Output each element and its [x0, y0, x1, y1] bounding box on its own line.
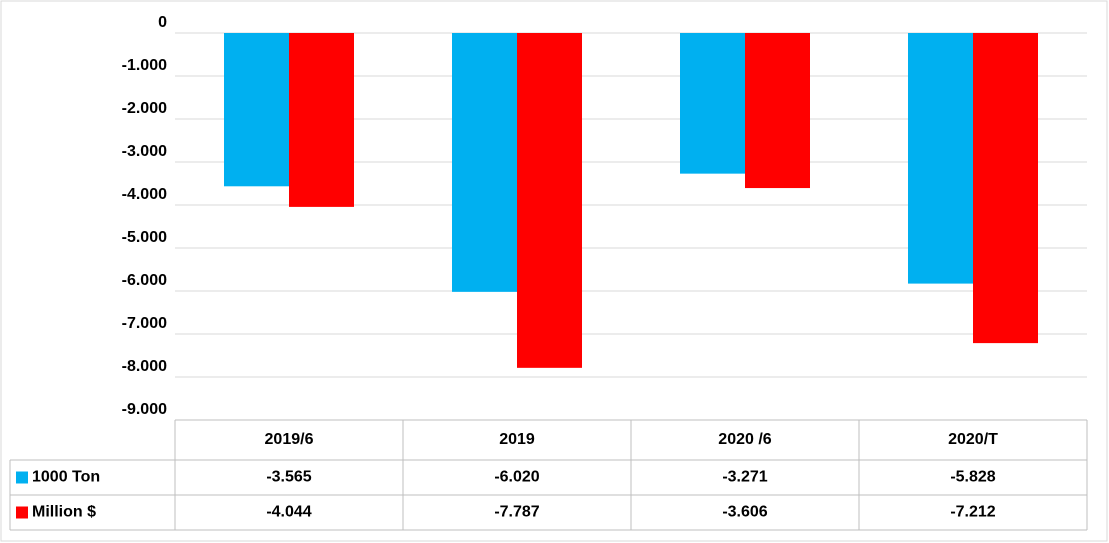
data-label: -7.212: [950, 504, 995, 521]
y-tick-label: -7.000: [122, 315, 167, 332]
data-label: -3.565: [266, 469, 311, 486]
y-tick-label: -8.000: [122, 358, 167, 375]
bar: [517, 33, 582, 368]
y-tick-label: -3.000: [122, 143, 167, 160]
y-tick-label: -4.000: [122, 186, 167, 203]
x-tick-label: 2019: [499, 431, 535, 448]
x-tick-label: 2020/T: [948, 431, 998, 448]
legend-swatch: [16, 471, 28, 484]
y-tick-label: -5.000: [122, 229, 167, 246]
y-tick-label: 0: [158, 14, 167, 31]
legend-swatch: [16, 506, 28, 519]
y-tick-label: -9.000: [122, 401, 167, 418]
x-tick-label: 2020 /6: [718, 431, 771, 448]
data-label: -5.828: [950, 469, 995, 486]
bar: [452, 33, 517, 292]
legend-label: Million $: [32, 504, 96, 521]
data-label: -7.787: [494, 504, 539, 521]
data-label: -3.271: [722, 469, 767, 486]
bar: [289, 33, 354, 207]
y-tick-label: -1.000: [122, 57, 167, 74]
data-label: -6.020: [494, 469, 539, 486]
data-label: -3.606: [722, 504, 767, 521]
bar: [680, 33, 745, 174]
data-label: -4.044: [266, 504, 311, 521]
bar: [224, 33, 289, 187]
x-tick-label: 2019/6: [265, 431, 314, 448]
bar: [745, 33, 810, 189]
legend-label: 1000 Ton: [32, 469, 100, 486]
bar: [908, 33, 973, 284]
bar: [973, 33, 1038, 344]
y-tick-label: -2.000: [122, 100, 167, 117]
y-tick-label: -6.000: [122, 272, 167, 289]
